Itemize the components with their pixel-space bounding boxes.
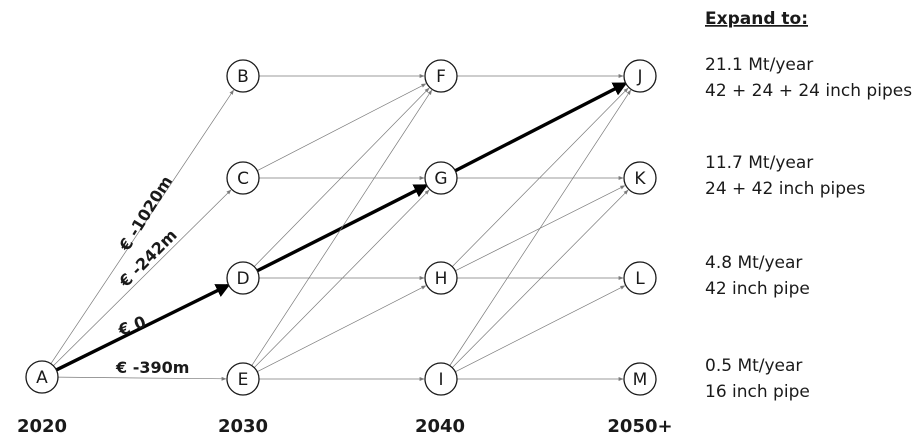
node-g: G	[424, 161, 458, 195]
node-circle-d	[226, 261, 260, 295]
node-label-i: I	[438, 370, 443, 390]
node-i: I	[424, 362, 458, 396]
node-circle-f	[424, 59, 458, 93]
edge-i-j	[449, 89, 631, 366]
node-circle-m	[623, 362, 657, 396]
node-label-k: K	[634, 169, 646, 189]
node-label-j: J	[636, 67, 642, 87]
option-4-capacity: 0.5 Mt/year	[705, 356, 802, 376]
node-label-c: C	[237, 169, 249, 189]
edge-a-e	[57, 376, 227, 381]
node-circle-l	[623, 261, 657, 295]
node-label-l: L	[635, 269, 645, 289]
node-f: F	[424, 59, 458, 93]
node-k: K	[623, 161, 657, 195]
edge-g-j	[454, 82, 628, 173]
year-label-2050-plus: 2050+	[607, 416, 672, 434]
option-2-capacity: 11.7 Mt/year	[705, 153, 813, 173]
node-l: L	[623, 261, 657, 295]
year-label-2020: 2020	[17, 416, 67, 434]
edge-c-f	[257, 83, 427, 171]
edge-i-l	[455, 285, 626, 373]
node-label-b: B	[237, 67, 249, 87]
node-e: E	[226, 362, 260, 396]
node-circle-a	[25, 360, 59, 394]
node-circle-h	[424, 261, 458, 295]
node-circle-b	[226, 59, 260, 93]
node-label-f: F	[436, 67, 446, 87]
option-3-pipes: 42 inch pipe	[705, 279, 810, 299]
node-circle-e	[226, 362, 260, 396]
node-m: M	[623, 362, 657, 396]
node-j: J	[623, 59, 657, 93]
node-label-e: E	[238, 370, 249, 390]
year-label-2040: 2040	[415, 416, 465, 434]
node-circle-c	[226, 161, 260, 195]
node-h: H	[424, 261, 458, 295]
expand-to-title: Expand to:	[705, 9, 808, 29]
option-2-pipes: 24 + 42 inch pipes	[705, 179, 866, 199]
nodes-layer: A B C D E F G H I J K L M	[25, 59, 657, 396]
edges-layer	[50, 74, 631, 381]
edge-d-f	[253, 87, 430, 267]
option-1-pipes: 42 + 24 + 24 inch pipes	[705, 81, 912, 101]
year-label-2030: 2030	[218, 416, 268, 434]
node-label-g: G	[434, 169, 447, 189]
node-c: C	[226, 161, 260, 195]
edge-e-f	[251, 89, 432, 366]
cost-label-a-e: € -390m	[115, 358, 189, 377]
edge-a-c	[53, 189, 232, 366]
edge-a-d	[55, 283, 231, 372]
option-4-pipes: 16 inch pipe	[705, 382, 810, 402]
node-a: A	[25, 360, 59, 394]
node-label-h: H	[435, 269, 448, 289]
cost-label-a-d: € 0	[115, 312, 149, 340]
edge-a-b	[50, 89, 234, 364]
node-circle-j	[623, 59, 657, 93]
node-circle-i	[424, 362, 458, 396]
edge-h-j	[451, 87, 629, 267]
node-circle-k	[623, 161, 657, 195]
option-1-capacity: 21.1 Mt/year	[705, 55, 813, 75]
edge-i-k	[452, 189, 629, 368]
option-3-capacity: 4.8 Mt/year	[705, 253, 802, 273]
node-label-m: M	[633, 370, 648, 390]
edge-e-h	[257, 285, 427, 373]
node-b: B	[226, 59, 260, 93]
node-circle-g	[424, 161, 458, 195]
edge-e-g	[253, 189, 430, 368]
node-label-d: D	[236, 269, 249, 289]
node-label-a: A	[36, 368, 48, 388]
node-d: D	[226, 261, 260, 295]
